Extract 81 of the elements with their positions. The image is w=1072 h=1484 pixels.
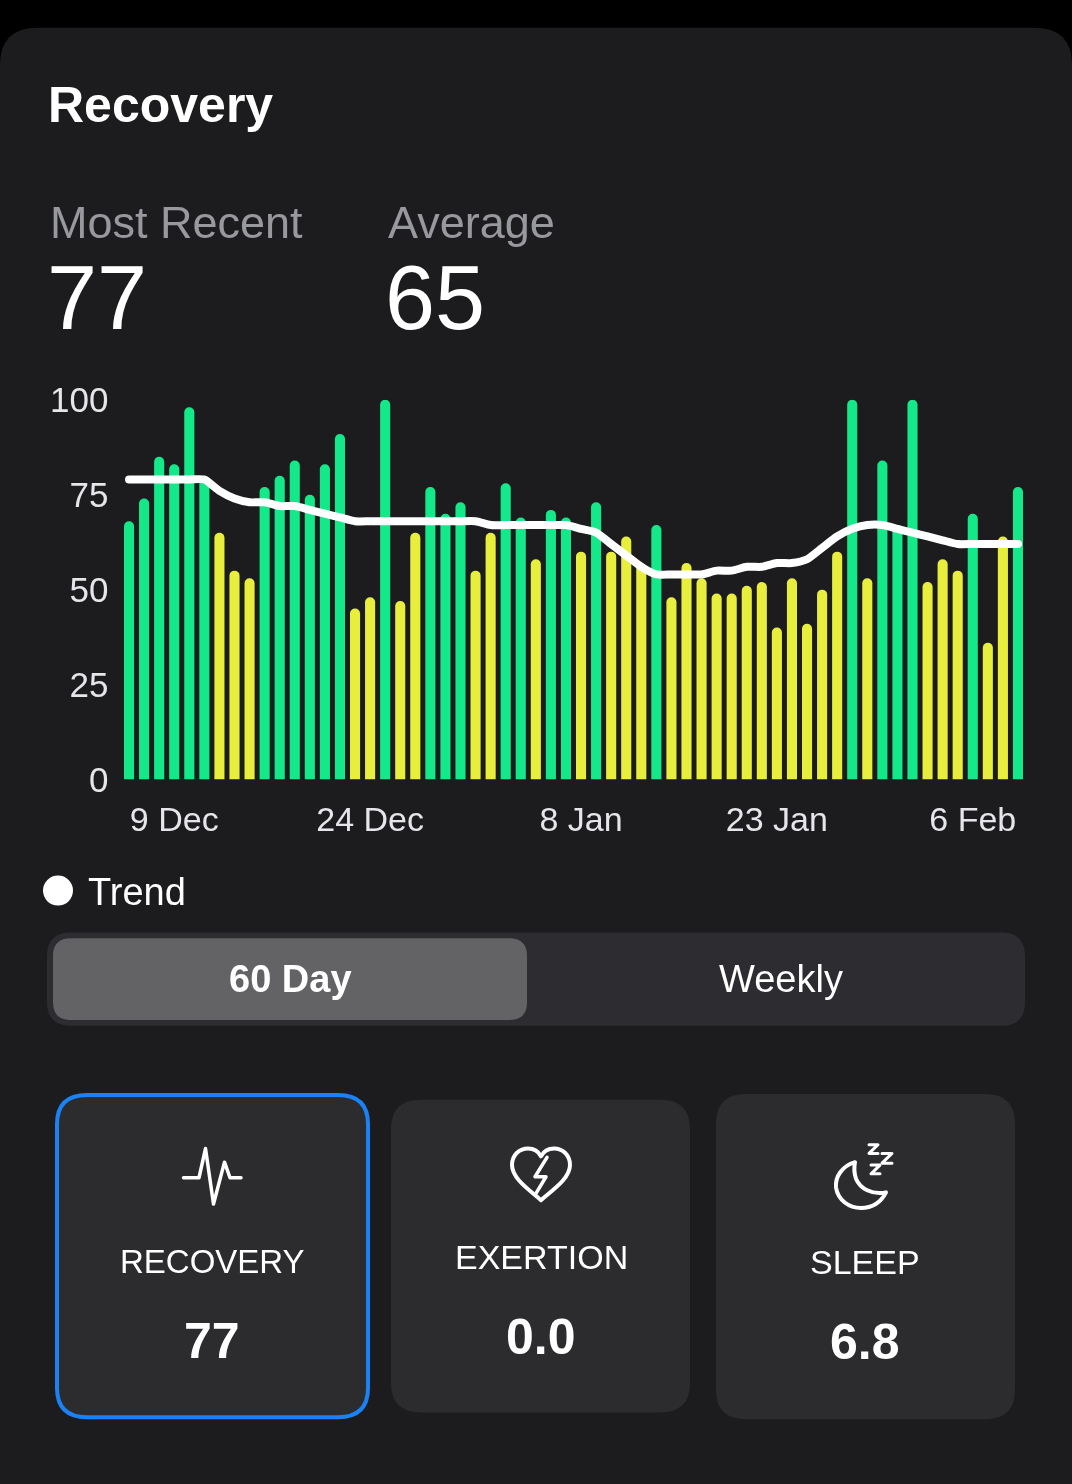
bar — [982, 642, 993, 780]
bar — [801, 623, 813, 780]
bar — [726, 593, 737, 780]
bar — [967, 513, 978, 780]
text: Most Recent — [50, 197, 304, 248]
x-tick-label: 24 Dec — [316, 799, 424, 838]
bar — [334, 433, 346, 780]
text: 60 Day — [229, 958, 352, 1000]
bar — [319, 464, 330, 780]
bar — [425, 487, 436, 780]
bar — [380, 399, 391, 780]
bar — [304, 494, 315, 780]
y-tick-label: 25 — [69, 664, 109, 704]
x-tick-label: 8 Jan — [539, 799, 623, 838]
legend-label: Trend — [88, 871, 186, 914]
bar — [229, 570, 240, 780]
bar — [952, 570, 963, 780]
x-tick-label: 23 Jan — [725, 799, 828, 838]
bar — [485, 532, 496, 780]
text: Weekly — [719, 958, 843, 1000]
bar — [139, 498, 150, 780]
bar — [244, 578, 255, 780]
bar — [696, 578, 707, 780]
bar — [455, 502, 466, 780]
bar — [681, 563, 692, 780]
y-tick-label: 50 — [69, 569, 109, 609]
bar — [410, 532, 421, 780]
text: 77 — [47, 248, 148, 348]
text: 0.0 — [506, 1309, 576, 1365]
bar — [365, 597, 376, 780]
y-tick-label: 0 — [89, 759, 109, 799]
bar — [847, 399, 858, 780]
bar — [997, 536, 1008, 780]
bar — [937, 559, 948, 780]
bar — [606, 551, 617, 780]
bar — [515, 517, 526, 780]
bar — [169, 464, 180, 780]
bar — [741, 585, 752, 780]
bar — [877, 460, 888, 780]
bar — [500, 483, 511, 780]
bar — [289, 460, 300, 780]
bar — [184, 407, 195, 780]
bar — [349, 608, 361, 780]
chart-title: Recovery — [48, 77, 274, 134]
bar — [440, 513, 451, 780]
bar — [922, 582, 933, 780]
bar — [575, 551, 587, 780]
bar — [395, 601, 406, 780]
bar — [560, 517, 572, 780]
y-tick-label: 100 — [50, 380, 109, 419]
bar — [832, 551, 843, 780]
text: Average — [388, 197, 555, 248]
bar — [545, 509, 556, 780]
x-tick-label: 9 Dec — [129, 799, 219, 838]
bar — [259, 487, 270, 780]
bar — [123, 521, 135, 780]
bar — [817, 589, 828, 780]
bar — [154, 456, 165, 780]
text: RECOVERY — [120, 1243, 305, 1280]
y-tick-label: 75 — [69, 474, 109, 514]
bar — [470, 570, 481, 780]
bar — [214, 532, 225, 780]
bar — [1012, 487, 1024, 780]
bar — [651, 525, 662, 780]
bar — [711, 593, 722, 780]
bar — [862, 578, 873, 780]
bar — [591, 502, 602, 780]
bar — [666, 597, 677, 780]
text: 65 — [385, 248, 486, 348]
bar — [786, 578, 798, 780]
bar — [274, 475, 285, 780]
bar — [530, 559, 541, 780]
text: SLEEP — [810, 1243, 920, 1281]
bar — [771, 627, 782, 780]
bar — [621, 536, 632, 780]
bar — [907, 399, 918, 780]
text: 6.8 — [830, 1314, 900, 1370]
text: 77 — [184, 1313, 240, 1369]
x-tick-label: 6 Feb — [929, 799, 1017, 838]
bar — [756, 582, 767, 780]
text: EXERTION — [455, 1238, 629, 1276]
